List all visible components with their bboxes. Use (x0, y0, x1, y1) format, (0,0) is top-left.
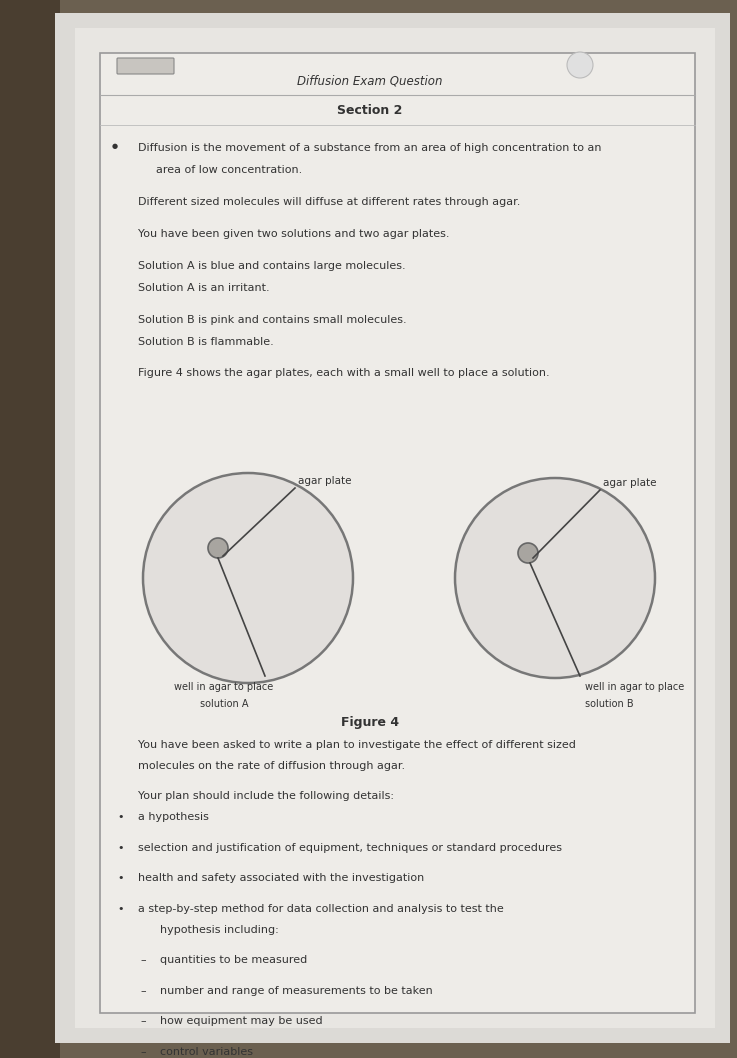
Circle shape (518, 543, 538, 563)
Text: solution A: solution A (200, 699, 248, 709)
Text: Solution B is pink and contains small molecules.: Solution B is pink and contains small mo… (138, 314, 407, 325)
FancyBboxPatch shape (55, 13, 730, 1043)
Text: a step-by-step method for data collection and analysis to test the: a step-by-step method for data collectio… (138, 904, 504, 914)
Text: –: – (140, 986, 146, 996)
Circle shape (143, 473, 353, 683)
Text: Your plan should include the following details:: Your plan should include the following d… (138, 791, 394, 802)
FancyBboxPatch shape (75, 28, 715, 1028)
Text: •: • (117, 904, 124, 914)
Text: control variables: control variables (160, 1046, 253, 1057)
Text: Solution B is flammable.: Solution B is flammable. (138, 336, 273, 347)
Text: well in agar to place: well in agar to place (175, 682, 273, 692)
Text: area of low concentration.: area of low concentration. (156, 165, 302, 175)
Text: well in agar to place: well in agar to place (585, 682, 684, 692)
FancyBboxPatch shape (117, 58, 174, 74)
Text: molecules on the rate of diffusion through agar.: molecules on the rate of diffusion throu… (138, 761, 405, 771)
Circle shape (455, 478, 655, 678)
Text: Diffusion Exam Question: Diffusion Exam Question (297, 74, 443, 88)
Text: a hypothesis: a hypothesis (138, 813, 209, 822)
Text: agar plate: agar plate (298, 476, 352, 486)
Text: health and safety associated with the investigation: health and safety associated with the in… (138, 873, 425, 883)
Text: how equipment may be used: how equipment may be used (160, 1016, 323, 1026)
FancyBboxPatch shape (100, 53, 695, 1013)
Text: Diffusion is the movement of a substance from an area of high concentration to a: Diffusion is the movement of a substance… (138, 143, 601, 153)
Text: hypothesis including:: hypothesis including: (160, 925, 279, 935)
Text: •: • (117, 813, 124, 822)
Text: You have been given two solutions and two agar plates.: You have been given two solutions and tw… (138, 229, 450, 239)
Text: Solution A is an irritant.: Solution A is an irritant. (138, 282, 270, 293)
Text: You have been asked to write a plan to investigate the effect of different sized: You have been asked to write a plan to i… (138, 740, 576, 750)
Text: –: – (140, 955, 146, 965)
Text: Different sized molecules will diffuse at different rates through agar.: Different sized molecules will diffuse a… (138, 197, 520, 207)
Text: Figure 4: Figure 4 (341, 716, 399, 729)
Text: selection and justification of equipment, techniques or standard procedures: selection and justification of equipment… (138, 843, 562, 853)
Text: quantities to be measured: quantities to be measured (160, 955, 307, 965)
Text: Figure 4 shows the agar plates, each with a small well to place a solution.: Figure 4 shows the agar plates, each wit… (138, 368, 550, 379)
Text: Section 2: Section 2 (338, 104, 402, 116)
Text: •: • (117, 843, 124, 853)
Circle shape (208, 539, 228, 558)
Text: –: – (140, 1016, 146, 1026)
Text: ●: ● (112, 143, 118, 149)
Circle shape (567, 52, 593, 78)
Text: –: – (140, 1046, 146, 1057)
Text: •: • (117, 873, 124, 883)
Text: solution B: solution B (585, 699, 634, 709)
Bar (0, 0, 60, 1058)
Text: agar plate: agar plate (603, 478, 657, 488)
Text: Solution A is blue and contains large molecules.: Solution A is blue and contains large mo… (138, 260, 405, 271)
Text: number and range of measurements to be taken: number and range of measurements to be t… (160, 986, 433, 996)
